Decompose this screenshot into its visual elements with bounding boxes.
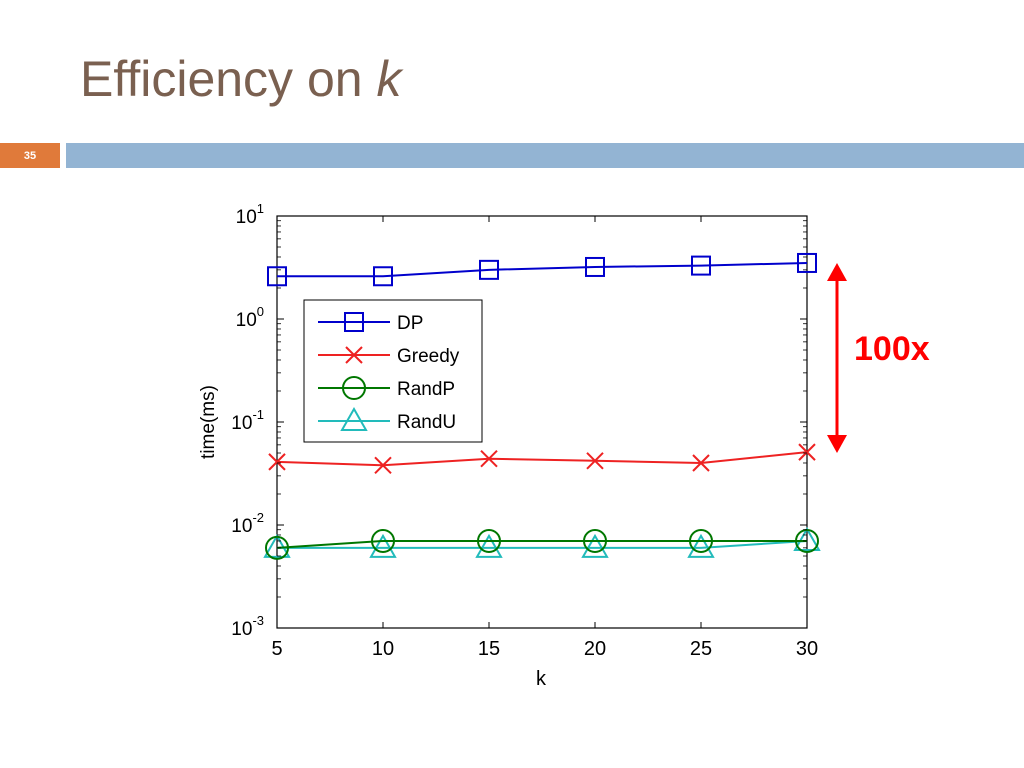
title-underline-bar [66, 143, 1024, 168]
title-text: Efficiency on [80, 51, 377, 107]
legend-label: RandP [397, 379, 455, 400]
legend-label: DP [397, 313, 423, 334]
data-point-greedy [692, 454, 710, 472]
legend-entry-randp: RandP [318, 376, 455, 400]
x-tick-label: 15 [478, 638, 500, 660]
data-point-dp [373, 266, 393, 287]
y-axis-label: time(ms) [198, 385, 219, 459]
data-point-dp [585, 256, 605, 277]
data-point-greedy [374, 456, 392, 474]
double-vertical-arrow-icon [827, 263, 847, 453]
y-tick-label: 101 [236, 201, 264, 228]
legend-marker-randu [340, 406, 368, 431]
series-randu [263, 526, 821, 558]
data-point-greedy [798, 443, 816, 461]
series-greedy [268, 443, 816, 474]
speedup-annotation: 100x [854, 330, 930, 368]
data-point-greedy [480, 450, 498, 468]
legend-box [303, 299, 483, 443]
data-point-randp [583, 528, 607, 553]
data-point-randu [475, 533, 503, 558]
series-dp [267, 252, 817, 287]
data-point-randp [265, 535, 289, 560]
data-point-randu [263, 533, 291, 558]
legend-entry-dp: DP [318, 312, 423, 334]
series-line-greedy [276, 451, 808, 467]
series-line-dp [277, 261, 808, 278]
data-point-greedy [586, 452, 604, 470]
data-point-randp [689, 528, 713, 553]
legend-entry-greedy: Greedy [318, 346, 460, 367]
legend-marker-greedy [345, 346, 363, 364]
page-number: 35 [23, 149, 37, 162]
series-line-randu [277, 539, 808, 549]
data-point-randu [369, 533, 397, 558]
data-point-randu [793, 526, 821, 551]
title-variable: k [376, 51, 402, 107]
x-tick-label: 30 [796, 638, 818, 660]
legend-marker-randp [342, 376, 366, 400]
x-tick-label: 5 [271, 638, 282, 660]
x-tick-label: 10 [372, 638, 394, 660]
data-point-dp [797, 252, 817, 273]
page-number-badge: 35 [0, 143, 60, 168]
y-tick-label: 10-3 [231, 613, 264, 640]
data-point-randp [371, 528, 395, 553]
series-randp [265, 528, 819, 560]
data-point-greedy [268, 453, 286, 471]
x-tick-label: 20 [584, 638, 606, 660]
data-point-dp [267, 266, 287, 287]
data-point-randu [687, 533, 715, 558]
x-tick-label: 25 [690, 638, 712, 660]
data-point-dp [691, 255, 711, 276]
slide-title: Efficiency on k [80, 50, 401, 108]
y-tick-label: 100 [236, 304, 264, 331]
legend-marker-dp [344, 312, 364, 332]
series-line-randp [276, 539, 807, 549]
data-point-dp [479, 259, 499, 280]
y-tick-label: 10-2 [231, 510, 264, 537]
data-point-randu [581, 533, 609, 558]
legend-label: RandU [397, 412, 456, 433]
y-tick-label: 10-1 [231, 407, 264, 434]
data-point-randp [477, 528, 501, 553]
legend-label: Greedy [397, 346, 460, 367]
x-axis-label: k [536, 668, 547, 690]
legend-entry-randu: RandU [318, 406, 456, 433]
